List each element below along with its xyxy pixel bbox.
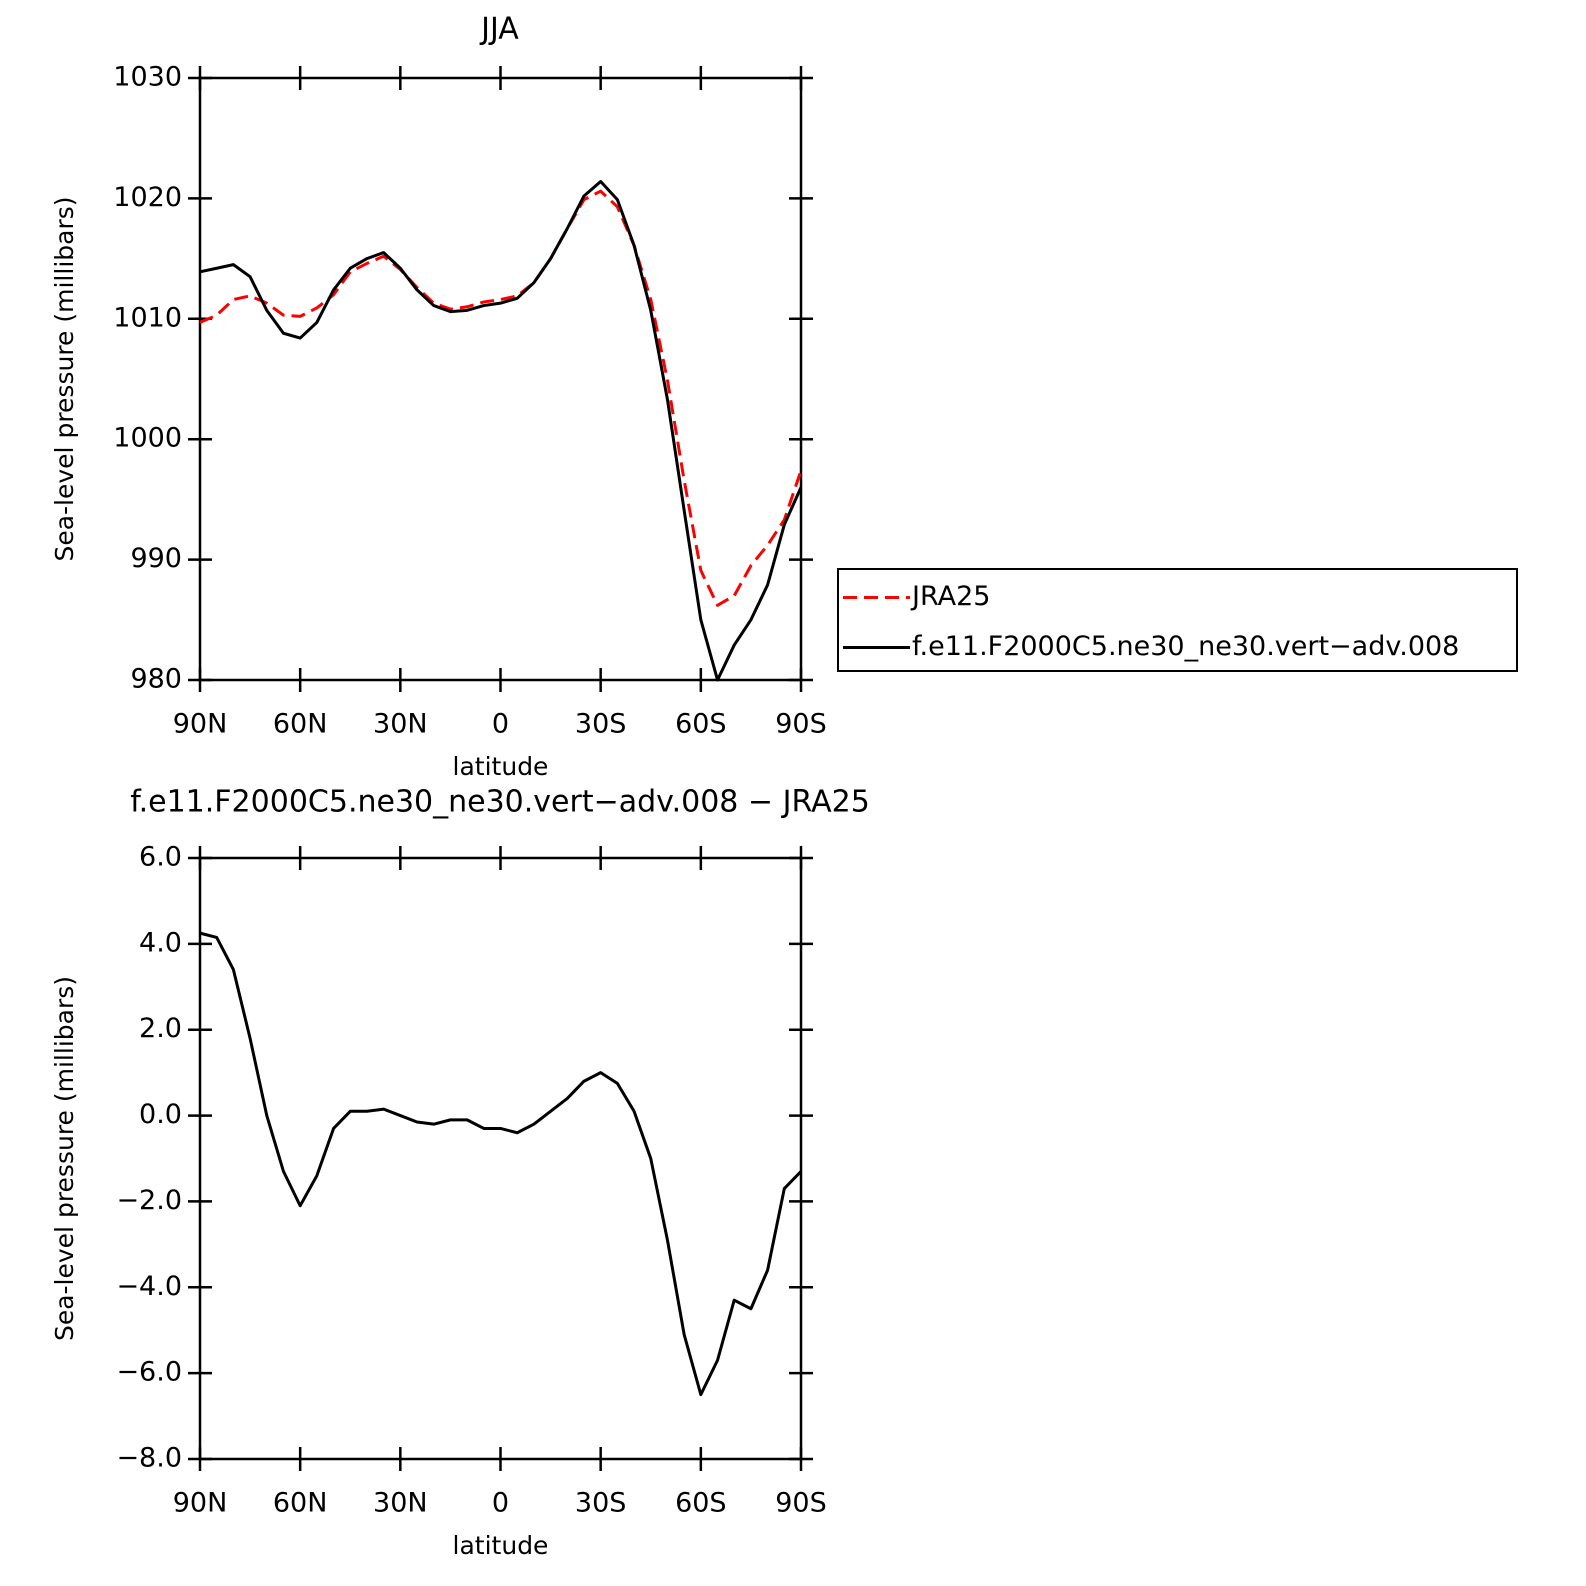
y-tick-label: −6.0: [116, 1357, 182, 1388]
y-tick-label: −2.0: [116, 1185, 182, 1216]
y-tick-label: 990: [130, 543, 182, 574]
y-tick-label: 1030: [113, 62, 182, 93]
x-tick-label: 90N: [173, 1488, 228, 1519]
x-tick-label: 90N: [173, 709, 228, 740]
y-axis-title: Sea-level pressure (millibars): [50, 976, 79, 1341]
y-axis-title: Sea-level pressure (millibars): [50, 196, 79, 561]
chart-title: JJA: [479, 12, 519, 47]
plot-frame: [198, 856, 803, 1461]
legend-box: [837, 568, 1518, 672]
y-tick-label: 2.0: [139, 1013, 182, 1044]
x-tick-label: 0: [492, 709, 509, 740]
legend-label: JRA25: [910, 581, 990, 612]
x-tick-label: 60N: [273, 1488, 328, 1519]
chart-title: f.e11.F2000C5.ne30_ne30.vert−adv.008 − J…: [130, 785, 870, 820]
x-tick-label: 0: [492, 1488, 509, 1519]
y-tick-label: 980: [130, 664, 182, 695]
x-tick-label: 30N: [373, 1488, 428, 1519]
data-line: [199, 189, 803, 607]
x-tick-label: 30N: [373, 709, 428, 740]
plot-frame: [198, 76, 803, 682]
data-line: [199, 180, 803, 682]
y-tick-label: 0.0: [139, 1099, 182, 1130]
x-tick-label: 90S: [775, 1488, 827, 1519]
y-tick-label: 4.0: [139, 927, 182, 958]
x-axis-title: latitude: [453, 1531, 549, 1560]
y-tick-label: −4.0: [116, 1271, 182, 1302]
x-axis-title: latitude: [453, 752, 549, 781]
y-tick-label: 1000: [113, 423, 182, 454]
x-tick-label: 60N: [273, 709, 328, 740]
y-tick-label: 1010: [113, 302, 182, 333]
x-tick-label: 30S: [575, 1488, 627, 1519]
data-line: [199, 931, 803, 1397]
x-tick-label: 90S: [775, 709, 827, 740]
y-tick-label: 1020: [113, 182, 182, 213]
y-tick-label: −8.0: [116, 1443, 182, 1474]
y-tick-label: 6.0: [139, 842, 182, 873]
legend: JRA25 f.e11.F2000C5.ne30_ne30.vert−adv.00…: [837, 568, 1518, 672]
legend-label: f.e11.F2000C5.ne30_ne30.vert−adv.008: [912, 631, 1459, 662]
x-tick-label: 60S: [675, 709, 727, 740]
x-tick-label: 30S: [575, 709, 627, 740]
x-tick-label: 60S: [675, 1488, 727, 1519]
